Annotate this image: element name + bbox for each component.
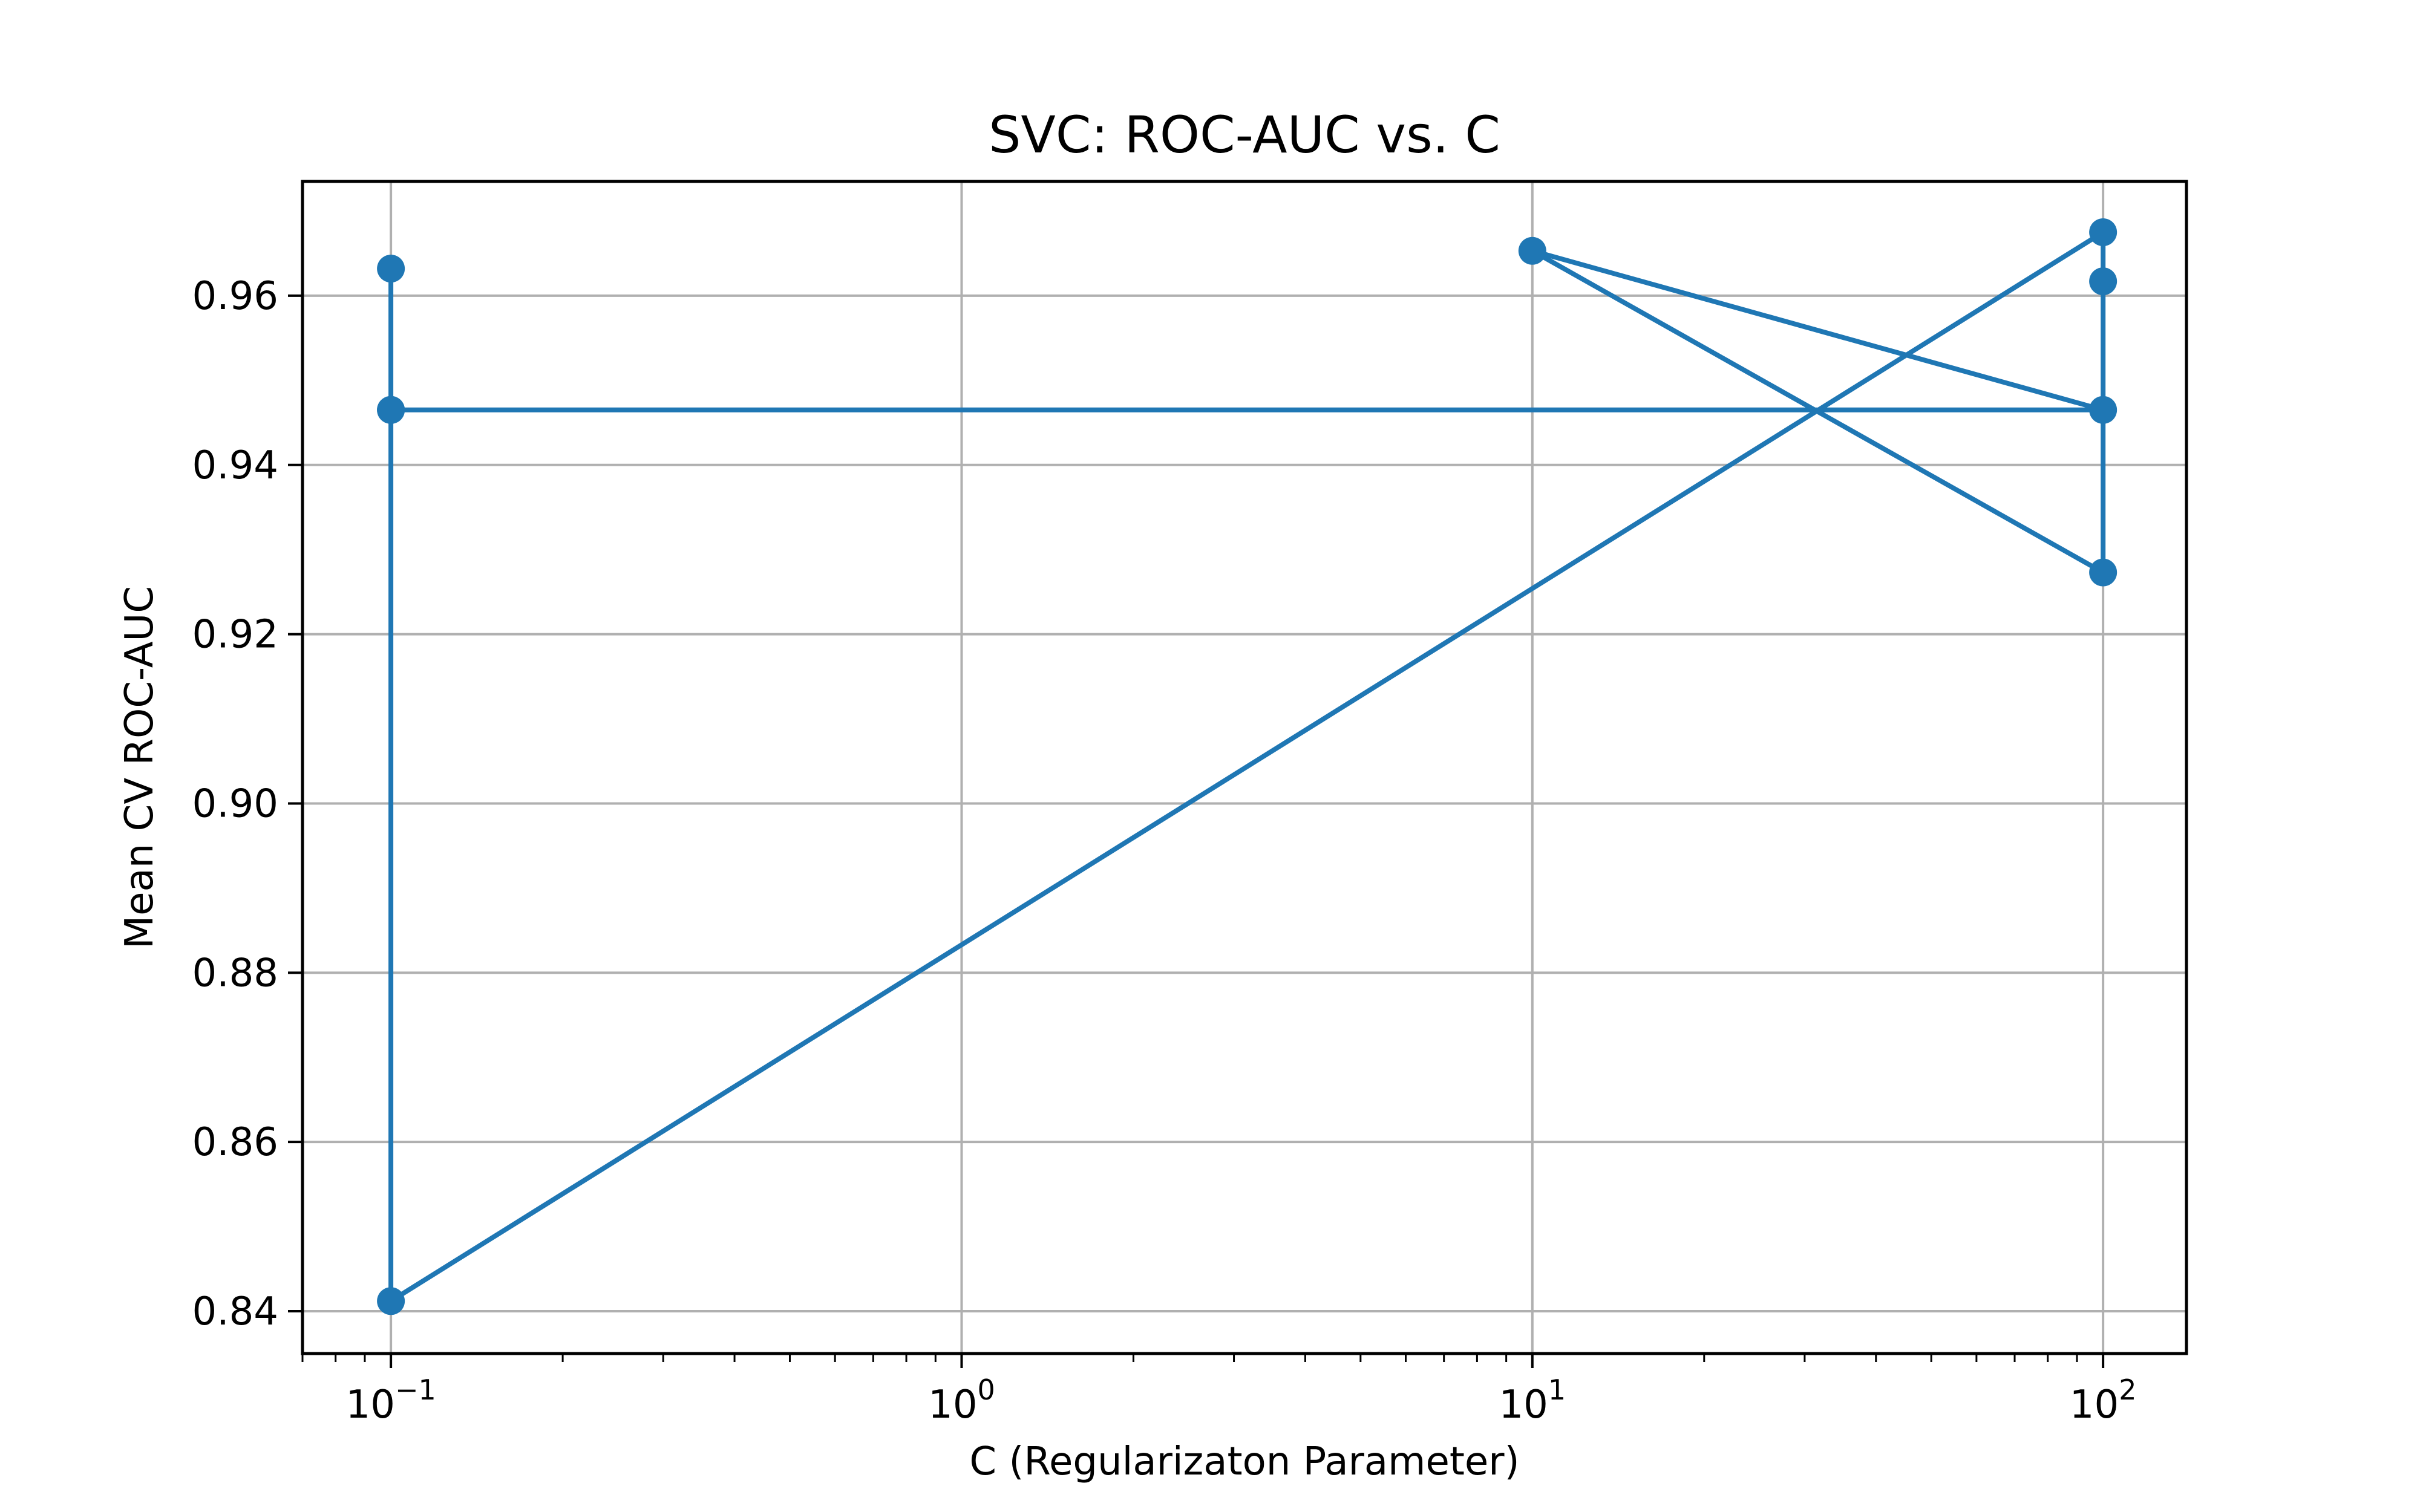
data-point (377, 396, 405, 424)
x-tick-label: 100 (928, 1374, 995, 1427)
x-axis-ticks: 10−1 100 101 102 (346, 1354, 2137, 1427)
data-point (2089, 218, 2118, 246)
y-axis-ticks: 0.84 0.86 0.88 0.90 0.92 0.94 0.96 (192, 274, 302, 1334)
data-point (377, 1287, 405, 1315)
chart-title: SVC: ROC-AUC vs. C (989, 105, 1500, 165)
y-tick-label: 0.96 (192, 274, 279, 319)
y-tick-label: 0.86 (192, 1120, 279, 1165)
data-point (2089, 558, 2118, 587)
y-axis-label: Mean CV ROC-AUC (117, 586, 162, 949)
y-tick-label: 0.94 (192, 443, 279, 488)
plot-area-frame (301, 180, 2188, 1355)
series-layer (377, 218, 2118, 1315)
x-tick-label: 10−1 (346, 1374, 436, 1427)
x-tick-label: 101 (1499, 1374, 1566, 1427)
y-tick-label: 0.84 (192, 1289, 279, 1334)
y-tick-label: 0.92 (192, 613, 279, 657)
data-point (2089, 396, 2118, 424)
data-point (377, 255, 405, 283)
x-tick-label: 102 (2070, 1374, 2137, 1427)
y-tick-label: 0.90 (192, 781, 279, 826)
data-point (1518, 236, 1546, 265)
y-tick-label: 0.88 (192, 951, 279, 996)
data-point (2089, 267, 2118, 296)
grid (302, 181, 2186, 1354)
x-axis-label: C (Regularizaton Parameter) (969, 1439, 1519, 1484)
